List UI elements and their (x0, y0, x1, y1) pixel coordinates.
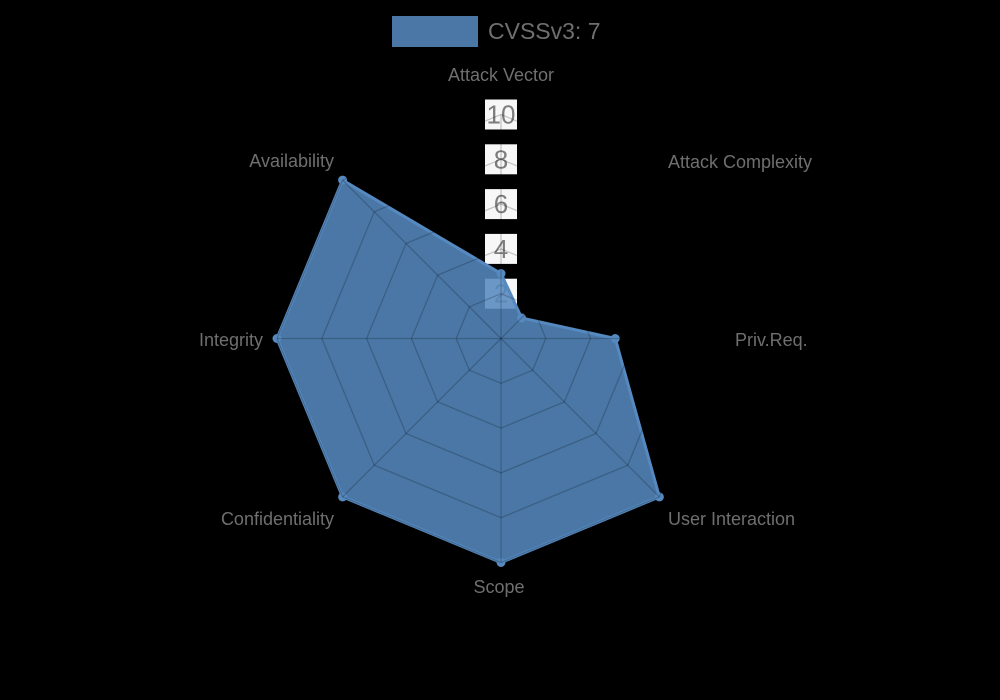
tick-label: 4 (494, 234, 508, 264)
tick-label: 10 (487, 100, 516, 130)
tick-backdrop (485, 189, 517, 220)
tick-label: 8 (494, 144, 508, 174)
series-point-user-interaction (654, 492, 664, 502)
radar-spoke (500, 179, 660, 339)
axis-label-attack-vector: Attack Vector (448, 65, 554, 85)
axis-label-availability: Availability (249, 151, 334, 171)
tick-backdrop (485, 233, 517, 264)
axis-label-user-interaction: User Interaction (668, 509, 795, 529)
legend-swatch (392, 16, 478, 47)
radar-grid-ring (321, 158, 681, 519)
axis-label-attack-complexity: Attack Complexity (668, 152, 812, 172)
axis-label-scope: Scope (473, 577, 524, 597)
series-point-priv-req (610, 334, 620, 343)
radar-spoke (342, 338, 502, 498)
axis-label-confidentiality: Confidentiality (221, 509, 334, 529)
legend-item[interactable]: CVSSv3: 7 (392, 16, 601, 47)
legend-label: CVSSv3: 7 (488, 18, 601, 44)
axis-label-integrity: Integrity (199, 330, 263, 350)
tick-label: 6 (494, 189, 508, 219)
radar-spoke (342, 179, 502, 339)
series-point-integrity (272, 334, 282, 343)
tick-backdrop (485, 99, 517, 130)
radar-grid-ring (276, 113, 726, 564)
series-point-availability (338, 175, 348, 185)
axis-label-priv-req: Priv.Req. (735, 330, 808, 350)
radar-grid-ring (410, 248, 592, 429)
radar-grid-ring (455, 292, 547, 385)
radar-grid-ring (365, 203, 637, 474)
series-point-confidentiality (338, 492, 348, 502)
series-point-attack-complexity (517, 313, 527, 323)
radar-spoke (500, 338, 660, 498)
series-point-scope (496, 558, 506, 567)
tick-backdrop (485, 144, 517, 175)
series-point-attack-vector (496, 269, 506, 279)
